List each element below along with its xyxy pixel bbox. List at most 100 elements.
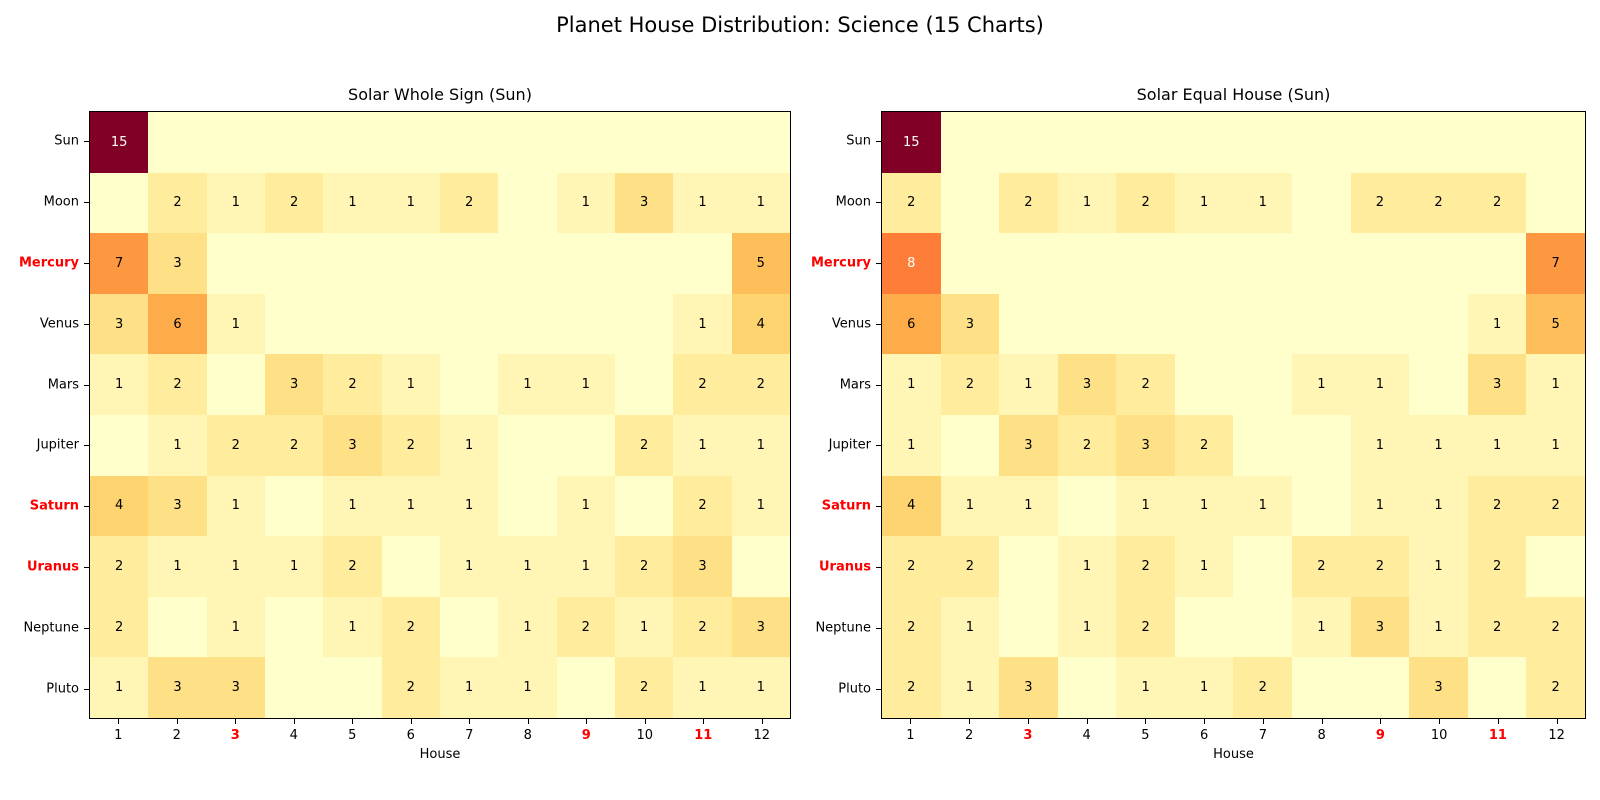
y-tick-label: Venus <box>831 316 871 332</box>
x-axis-label-left: House <box>419 747 461 762</box>
x-tick-label: 1 <box>114 728 123 743</box>
heatmap-cell: 1 <box>1350 475 1410 537</box>
y-tick-label: Mercury <box>18 255 79 271</box>
heatmap-cell <box>1350 657 1410 718</box>
heatmap-cell: 1 <box>1409 475 1468 537</box>
heatmap-cell <box>999 536 1058 597</box>
heatmap-cell: 2 <box>1467 536 1527 597</box>
heatmap-cell <box>1057 293 1117 355</box>
heatmap-cell: 1 <box>940 596 1000 658</box>
heatmap-cell: 2 <box>1467 596 1527 658</box>
heatmap-cell <box>1409 293 1468 355</box>
heatmap-cell <box>1233 233 1293 294</box>
y-tick-label: Saturn <box>821 498 871 514</box>
y-tick-mark <box>84 384 89 386</box>
heatmap-cell <box>498 475 557 537</box>
heatmap-cell: 2 <box>381 414 440 476</box>
heatmap-cell <box>1467 112 1527 173</box>
y-tick-mark <box>876 445 881 447</box>
heatmap-cell: 3 <box>90 293 149 355</box>
heatmap-cell <box>1526 172 1585 234</box>
y-tick-label: Mars <box>47 377 79 393</box>
y-tick-mark <box>84 445 89 447</box>
heatmap-cell: 1 <box>1174 657 1234 718</box>
heatmap-cell: 2 <box>1526 475 1585 537</box>
heatmap-cell <box>439 112 499 173</box>
heatmap-cell <box>1350 293 1410 355</box>
y-tick-label: Neptune <box>815 620 871 636</box>
heatmap-cell: 1 <box>1116 475 1175 537</box>
x-tick-mark <box>910 719 912 724</box>
heatmap-cell: 2 <box>1467 172 1527 234</box>
x-tick-mark <box>586 719 588 724</box>
heatmap-cell: 1 <box>206 536 265 597</box>
heatmap-cell: 2 <box>882 172 941 234</box>
heatmap-cell: 3 <box>731 596 790 658</box>
heatmap-cell <box>999 233 1058 294</box>
heatmap-cell <box>1350 112 1410 173</box>
x-tick-label: 12 <box>753 728 771 743</box>
heatmap-cell: 2 <box>90 536 149 597</box>
heatmap-cell <box>1174 293 1234 355</box>
x-tick-mark <box>1262 719 1264 724</box>
heatmap-cell <box>381 233 440 294</box>
x-tick-label: 11 <box>694 728 713 743</box>
heatmap-cell: 2 <box>264 172 324 234</box>
heatmap-cell: 2 <box>999 172 1058 234</box>
heatmap-cell <box>381 112 440 173</box>
heatmap-cell <box>381 293 440 355</box>
heatmap-cell: 1 <box>206 596 265 658</box>
subplot-title-left: Solar Whole Sign (Sun) <box>348 85 532 104</box>
y-tick-label: Sun <box>54 133 79 149</box>
heatmap-cell <box>556 414 615 476</box>
x-tick-label: 4 <box>1082 728 1091 743</box>
x-tick-mark <box>293 719 295 724</box>
heatmap-cell: 1 <box>381 354 440 415</box>
heatmap-cell <box>999 596 1058 658</box>
x-tick-mark <box>176 719 178 724</box>
heatmap-cell: 2 <box>1350 536 1410 597</box>
heatmap-cell: 1 <box>381 172 440 234</box>
heatmap-cell: 1 <box>498 536 557 597</box>
heatmap-cell: 3 <box>1409 657 1468 718</box>
heatmap-cell <box>1174 354 1234 415</box>
y-tick-label: Mercury <box>810 255 871 271</box>
heatmap-cell <box>556 293 615 355</box>
x-tick-mark <box>1380 719 1382 724</box>
heatmap-cell: 1 <box>1116 657 1175 718</box>
heatmap-cell: 2 <box>264 414 324 476</box>
heatmap-cell: 3 <box>673 536 732 597</box>
heatmap-cell: 1 <box>1350 414 1410 476</box>
heatmap-cell <box>1233 596 1293 658</box>
heatmap-cell: 1 <box>940 475 1000 537</box>
heatmap-cell: 1 <box>148 536 207 597</box>
x-tick-label: 1 <box>906 728 915 743</box>
heatmap-cell: 2 <box>1350 172 1410 234</box>
x-tick-label: 7 <box>1258 728 1268 743</box>
heatmap-cell: 1 <box>673 414 732 476</box>
heatmap-cell <box>1057 657 1117 718</box>
heatmap-cell <box>206 112 265 173</box>
heatmap-cell: 1 <box>1174 475 1234 537</box>
heatmap-cell: 2 <box>323 354 382 415</box>
heatmap-cell: 2 <box>1467 475 1527 537</box>
y-tick-mark <box>84 688 89 690</box>
heatmap-cell: 1 <box>1174 536 1234 597</box>
x-tick-mark <box>1497 719 1499 724</box>
heatmap-cell <box>439 233 499 294</box>
heatmap-cell: 6 <box>148 293 207 355</box>
y-tick-mark <box>876 323 881 325</box>
heatmap-cell: 4 <box>731 293 790 355</box>
heatmap-cell: 1 <box>498 657 557 718</box>
heatmap-cell: 2 <box>1057 414 1117 476</box>
heatmap-cell: 2 <box>882 596 941 658</box>
x-tick-mark <box>469 719 471 724</box>
heatmap-cell <box>1233 414 1293 476</box>
heatmap-cell <box>1292 233 1351 294</box>
heatmap-cell <box>940 112 1000 173</box>
heatmap-cell <box>614 293 674 355</box>
heatmap-cell <box>1116 233 1175 294</box>
heatmap-cell: 2 <box>90 596 149 658</box>
heatmap-cell: 8 <box>882 233 941 294</box>
heatmap-cell <box>206 233 265 294</box>
